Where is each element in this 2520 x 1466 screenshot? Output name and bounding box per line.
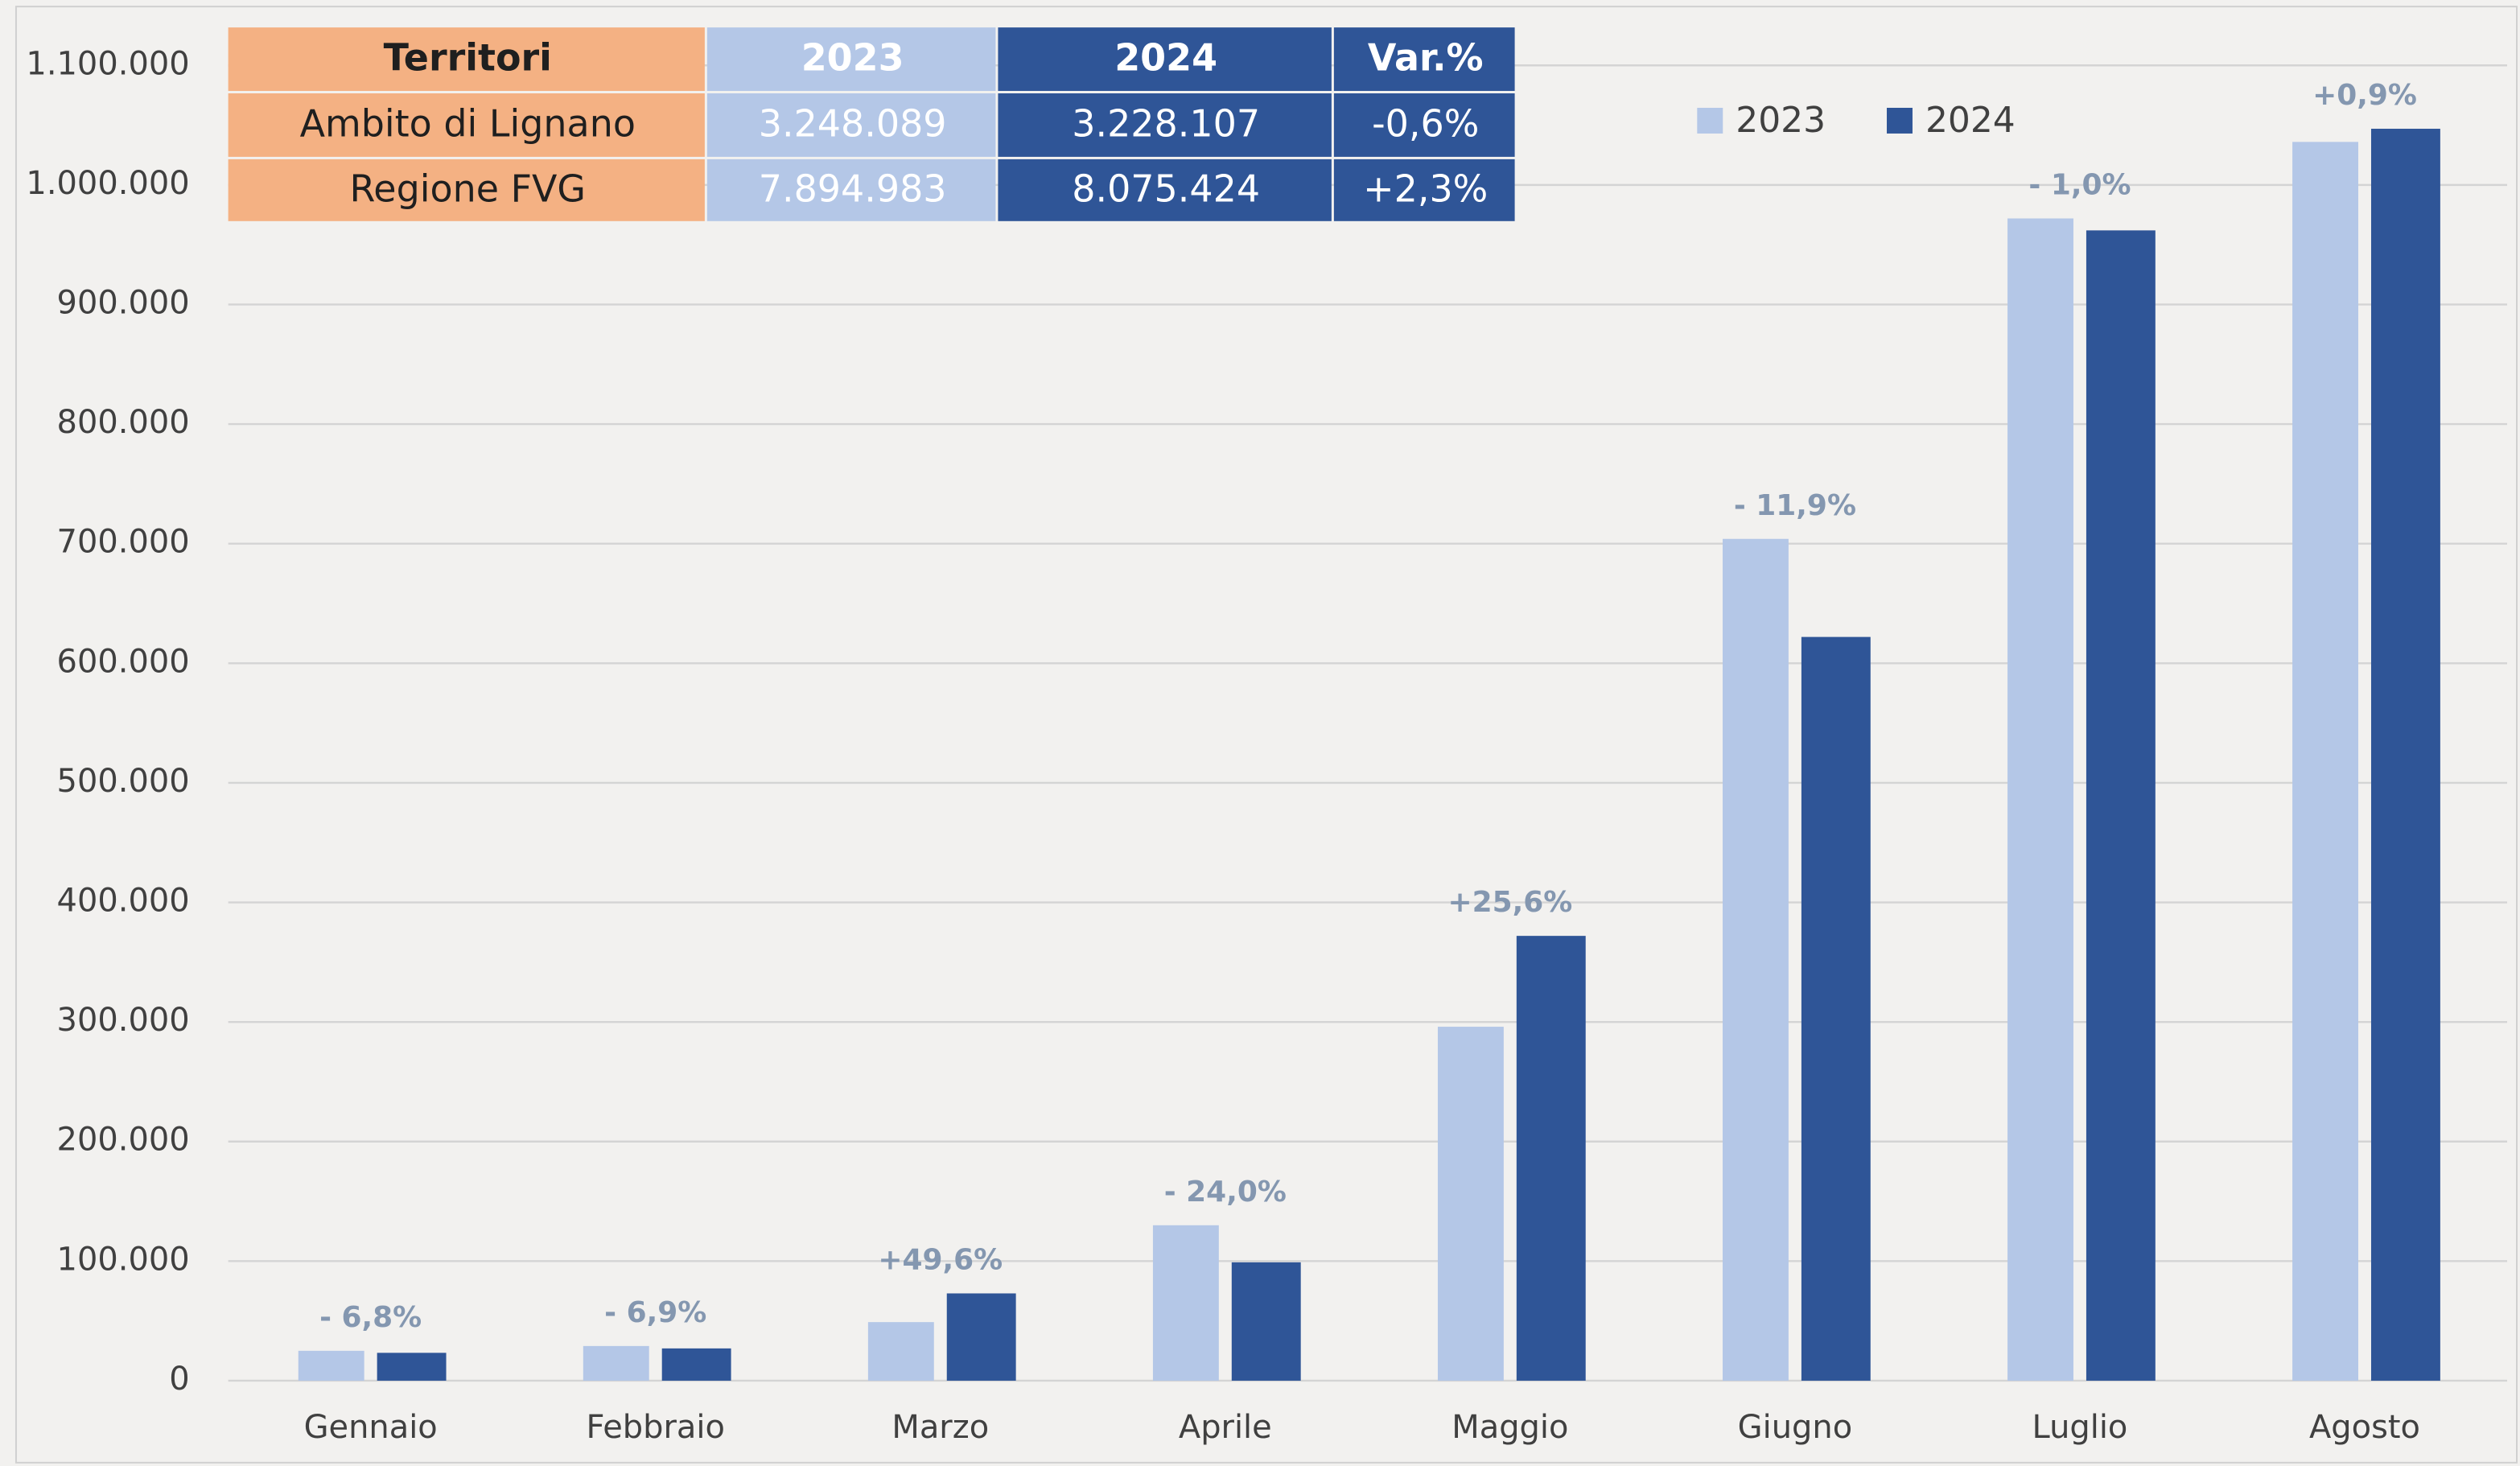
legend-swatch: [1697, 107, 1723, 134]
table-cell-text: 8.075.424: [1072, 167, 1260, 210]
bar: [298, 1350, 364, 1381]
bar: [1723, 538, 1789, 1381]
legend-label: 2024: [1925, 100, 2016, 141]
x-tick-label: Gennaio: [304, 1409, 438, 1446]
y-tick-label: 800.000: [57, 404, 190, 441]
table-cell: [1333, 159, 1515, 221]
table-cell: [706, 93, 996, 157]
variation-label: - 11,9%: [1734, 489, 1856, 522]
bar: [946, 1293, 1016, 1381]
bar: [2292, 142, 2359, 1381]
table-cell-text: 3.248.089: [759, 101, 947, 145]
table-cell: [706, 159, 996, 221]
variation-label: +49,6%: [878, 1244, 1003, 1277]
bar: [1801, 636, 1871, 1381]
bar: [583, 1345, 649, 1381]
y-tick-label: 200.000: [57, 1122, 190, 1159]
table-cell: [706, 27, 996, 92]
table-cell: [228, 93, 705, 157]
variation-label: +25,6%: [1447, 886, 1572, 919]
x-tick-label: Agosto: [2309, 1409, 2420, 1446]
table-cell-text: Ambito di Lignano: [300, 101, 636, 145]
bar: [1437, 1027, 1504, 1381]
bar: [377, 1353, 447, 1381]
table-header: Territori: [384, 36, 552, 80]
x-tick-label: Aprile: [1179, 1409, 1272, 1446]
y-tick-label: 400.000: [57, 883, 190, 920]
y-tick-label: 300.000: [57, 1002, 190, 1039]
legend-swatch: [1887, 107, 1913, 134]
y-tick-label: 0: [169, 1361, 189, 1398]
y-tick-label: 600.000: [57, 643, 190, 680]
bar: [661, 1348, 731, 1381]
table-cell: [998, 27, 1332, 92]
table-header: Var.%: [1368, 36, 1484, 80]
bar: [867, 1322, 934, 1381]
y-tick-label: 100.000: [57, 1241, 190, 1278]
table-cell-text: Regione FVG: [349, 167, 586, 210]
bar: [2007, 218, 2073, 1381]
table-cell: [228, 159, 705, 221]
legend-label: 2023: [1736, 100, 1826, 141]
bar: [1231, 1262, 1301, 1381]
y-tick-label: 900.000: [57, 284, 190, 321]
variation-label: +0,9%: [2312, 79, 2417, 112]
frame: [14, 6, 2518, 1464]
x-tick-label: Febbraio: [586, 1409, 724, 1446]
table-cell: [1333, 27, 1515, 92]
bar: [2370, 129, 2440, 1381]
variation-label: - 24,0%: [1164, 1176, 1287, 1209]
table-cell: [998, 93, 1332, 157]
x-tick-label: Giugno: [1738, 1409, 1852, 1446]
table-cell-text: -0,6%: [1372, 101, 1479, 145]
variation-label: - 6,9%: [604, 1296, 706, 1329]
y-tick-label: 1.000.000: [26, 165, 189, 202]
bar: [1516, 936, 1586, 1381]
x-tick-label: Marzo: [891, 1409, 989, 1446]
x-tick-label: Luglio: [2032, 1409, 2128, 1446]
variation-label: - 6,8%: [319, 1301, 422, 1334]
bar: [1152, 1225, 1219, 1381]
table-cell-text: 7.894.983: [759, 167, 947, 210]
table-header: 2024: [1114, 36, 1217, 80]
y-tick-label: 1.100.000: [26, 45, 189, 82]
bar: [2086, 230, 2156, 1381]
table-cell-text: +2,3%: [1363, 167, 1488, 210]
y-tick-label: 700.000: [57, 524, 190, 561]
y-tick-label: 500.000: [57, 763, 190, 800]
table-cell-text: 3.228.107: [1072, 101, 1260, 145]
table-header: 2023: [801, 36, 904, 80]
table-cell: [1333, 93, 1515, 157]
x-tick-label: Maggio: [1451, 1409, 1568, 1446]
table-cell: [228, 27, 705, 92]
variation-label: - 1,0%: [2028, 169, 2131, 202]
table-cell: [998, 159, 1332, 221]
